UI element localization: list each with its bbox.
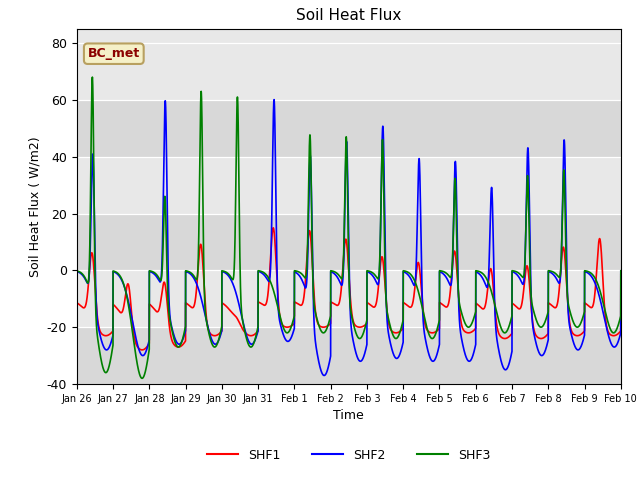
SHF2 <box>73 268 81 274</box>
Legend: SHF1, SHF2, SHF3: SHF1, SHF2, SHF3 <box>202 444 495 467</box>
Title: Soil Heat Flux: Soil Heat Flux <box>296 9 401 24</box>
SHF2 <box>331 271 339 276</box>
SHF3 <box>258 269 266 275</box>
SHF1 <box>471 327 479 333</box>
X-axis label: Time: Time <box>333 409 364 422</box>
SHF3 <box>73 268 81 274</box>
SHF1 <box>486 267 493 273</box>
SHF3 <box>588 271 595 276</box>
SHF2 <box>486 230 493 236</box>
SHF3 <box>471 313 479 319</box>
Text: BC_met: BC_met <box>88 47 140 60</box>
SHF3 <box>331 269 339 275</box>
SHF2 <box>258 270 266 276</box>
SHF3 <box>88 74 96 80</box>
SHF3 <box>594 282 602 288</box>
SHF1 <box>588 305 595 311</box>
Y-axis label: Soil Heat Flux ( W/m2): Soil Heat Flux ( W/m2) <box>28 136 41 276</box>
SHF2 <box>594 289 602 295</box>
Bar <box>77 43 621 100</box>
SHF2 <box>320 372 328 378</box>
SHF3 <box>486 284 493 289</box>
Bar <box>77 156 621 214</box>
SHF1 <box>138 347 146 353</box>
SHF1 <box>331 301 339 307</box>
SHF1 <box>269 225 277 231</box>
SHF2 <box>588 274 595 279</box>
SHF3 <box>138 375 146 381</box>
Line: SHF2: SHF2 <box>77 100 621 375</box>
SHF1 <box>617 272 625 277</box>
SHF1 <box>73 300 81 306</box>
Bar <box>77 100 621 156</box>
Line: SHF3: SHF3 <box>77 77 621 378</box>
SHF1 <box>258 301 266 307</box>
Bar <box>77 214 621 270</box>
SHF2 <box>270 97 278 103</box>
SHF3 <box>617 268 625 274</box>
Bar <box>77 270 621 327</box>
SHF2 <box>471 347 479 352</box>
Bar <box>77 327 621 384</box>
SHF1 <box>594 246 602 252</box>
SHF2 <box>617 268 625 274</box>
Line: SHF1: SHF1 <box>77 228 621 350</box>
